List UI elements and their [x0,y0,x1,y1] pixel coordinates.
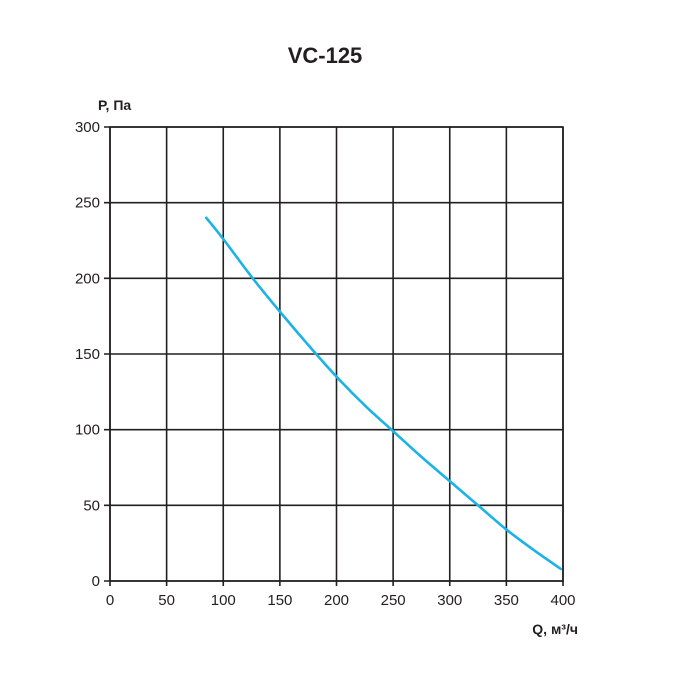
pressure-curve-line [204,216,563,571]
y-tick-label: 100 [75,422,100,439]
x-tick-label: 400 [550,592,575,609]
y-tick-label: 0 [92,573,100,590]
chart-title: VC-125 [288,43,363,68]
x-tick-label: 350 [494,592,519,609]
y-tick-label: 300 [75,119,100,136]
y-tick-label: 50 [83,497,100,514]
x-tick-label: 100 [211,592,236,609]
x-tick-label: 200 [324,592,349,609]
plot-frame [109,126,564,582]
x-axis-label: Q, м³/ч [532,621,578,637]
x-tick-label: 300 [437,592,462,609]
series [204,216,563,571]
y-axis-label: P, Па [98,97,131,113]
y-tick-label: 250 [75,195,100,212]
tick-labels: 0 50 100 150 200 250 300 350 400 0 50 100 150 200 250 3… [75,119,576,609]
grid [104,126,564,586]
x-tick-label: 50 [158,592,175,609]
x-tick-label: 250 [381,592,406,609]
y-tick-label: 200 [75,270,100,287]
x-tick-label: 0 [106,592,114,609]
y-tick-label: 150 [75,346,100,363]
x-tick-label: 150 [267,592,292,609]
